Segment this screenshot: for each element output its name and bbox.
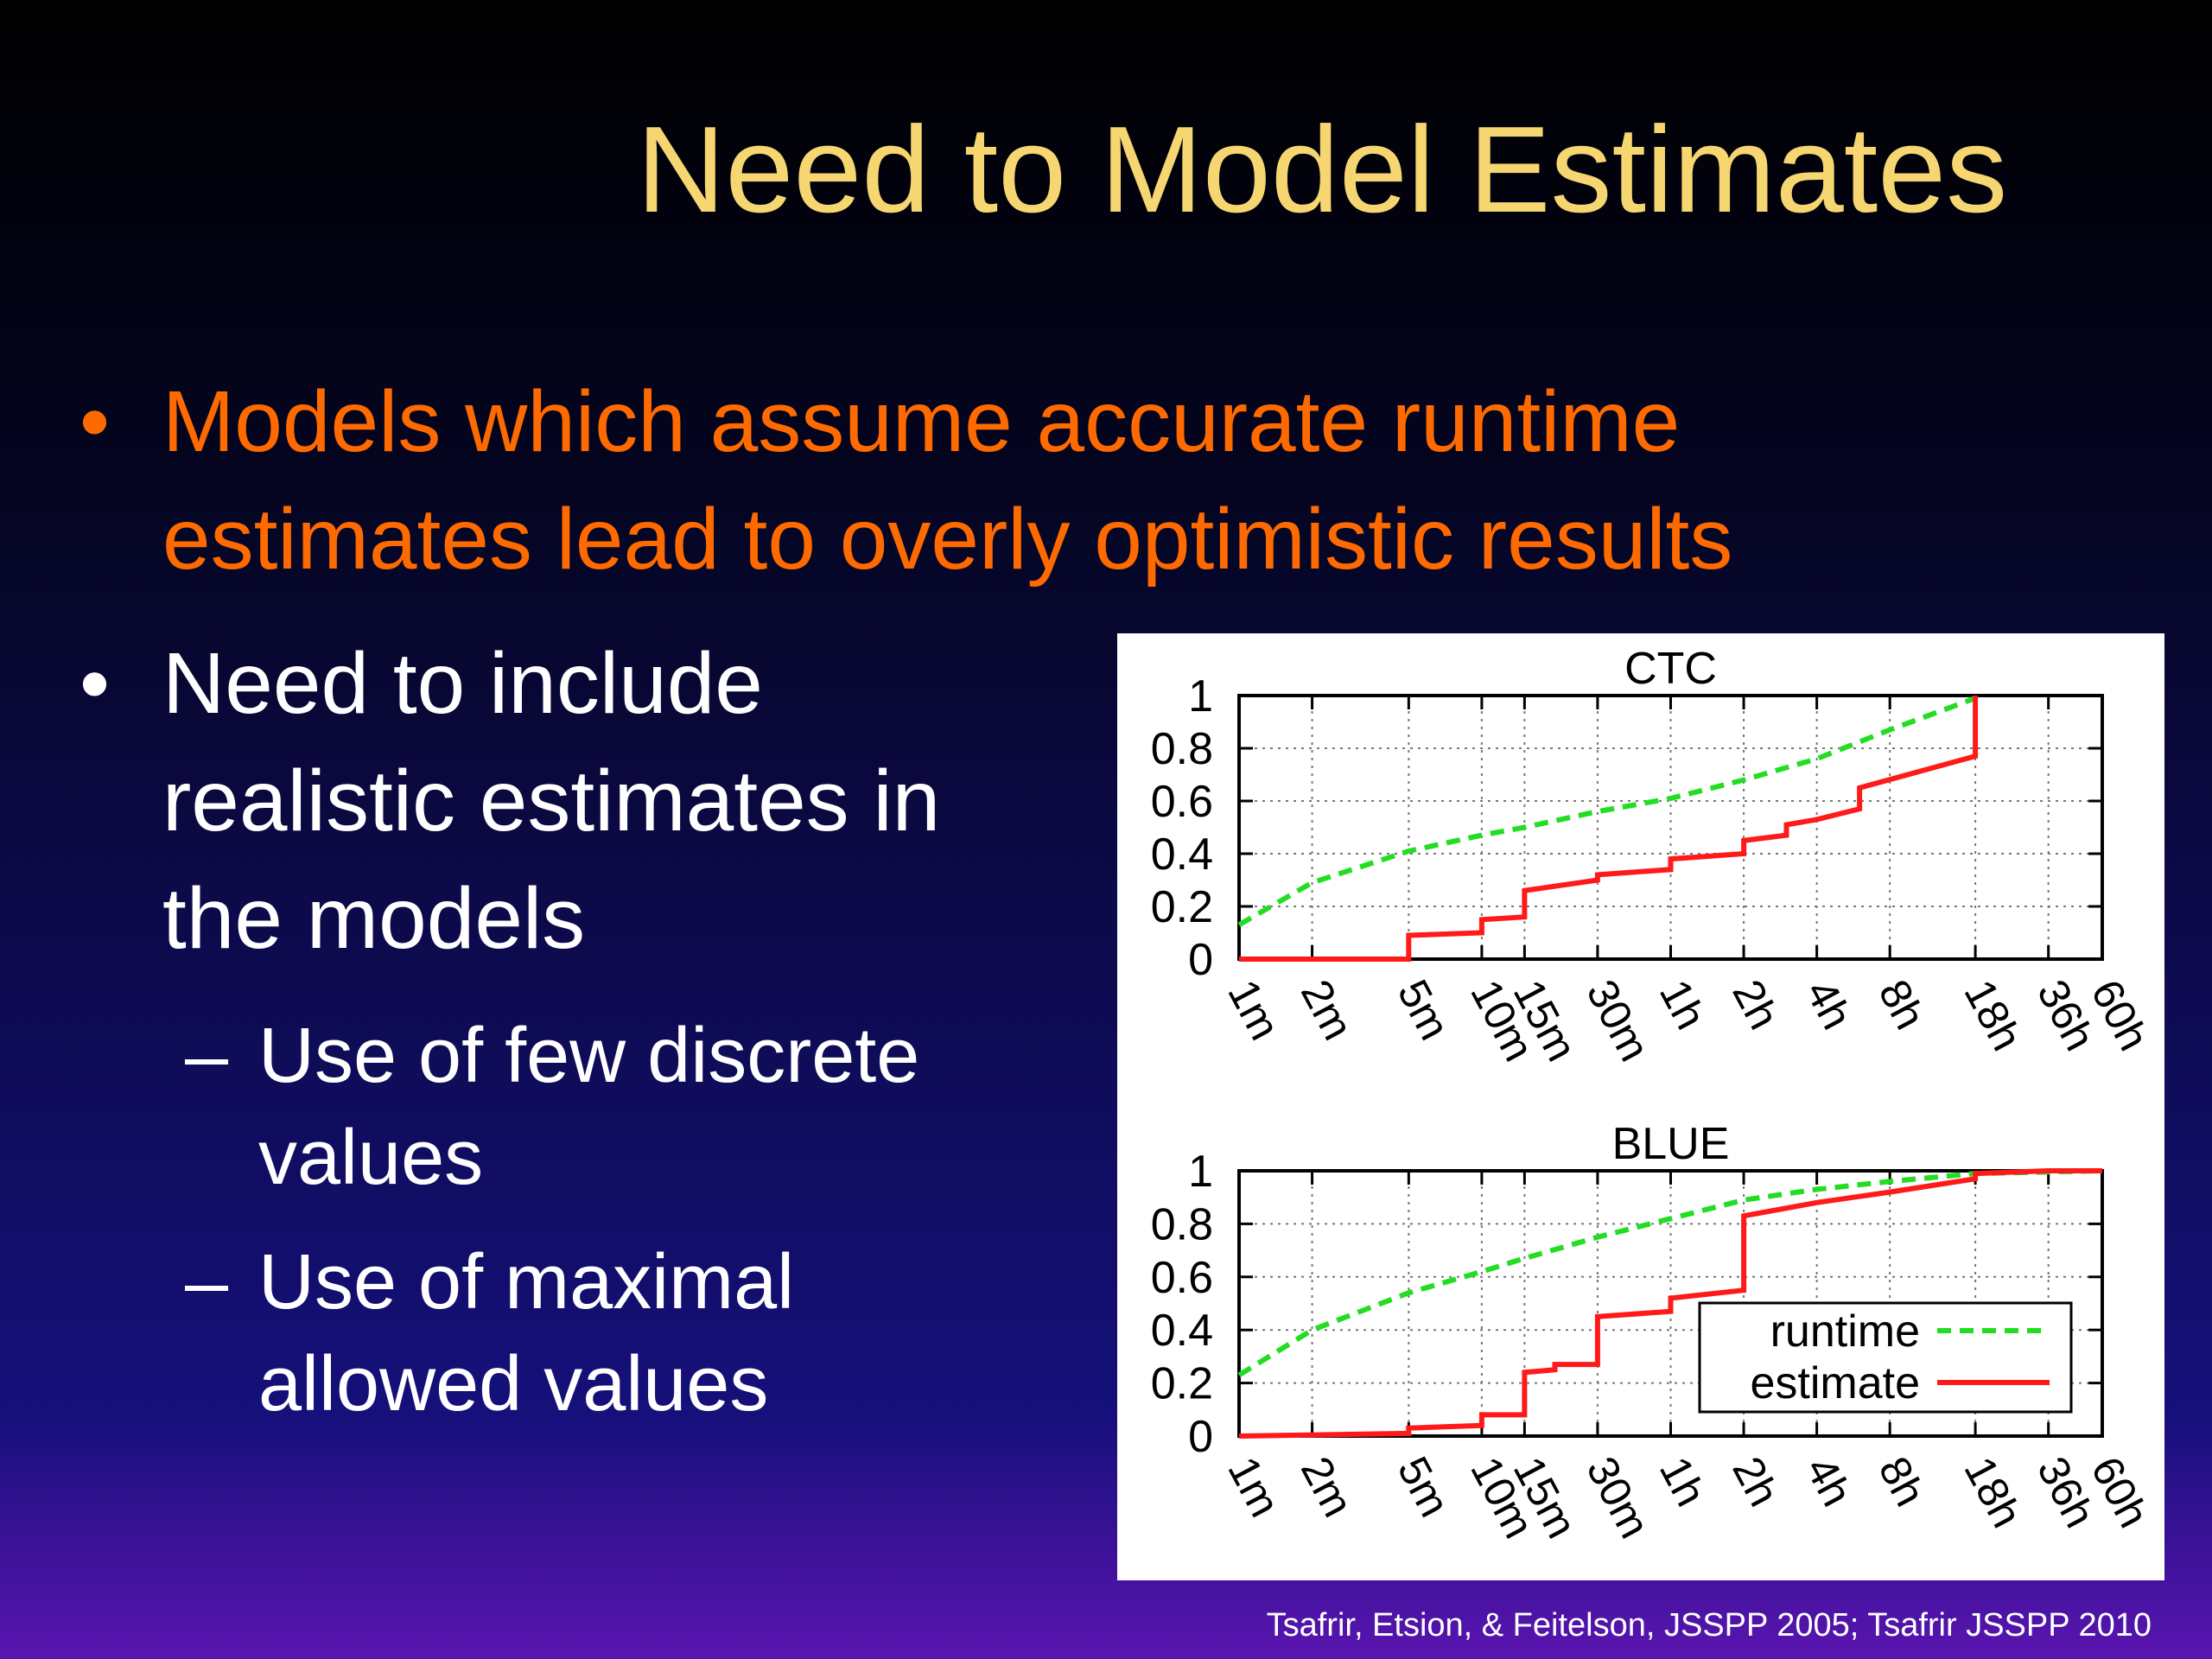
chart-title: BLUE (1612, 1119, 1730, 1169)
sub-bullet-text: allowed values (258, 1341, 768, 1427)
citation: Tsafrir, Etsion, & Feitelson, JSSPP 2005… (1267, 1607, 2152, 1643)
bullet-text: the models (162, 870, 585, 967)
y-tick-label: 0 (1188, 935, 1213, 985)
sub-bullet-marker: – (185, 1239, 229, 1325)
chart-panel (1117, 633, 2164, 1580)
y-tick-label: 0.6 (1151, 1253, 1213, 1303)
bullet-text: Need to include (162, 635, 763, 732)
bullet-text: realistic estimates in (162, 753, 940, 849)
slide-title: Need to Model Estimates (637, 101, 2007, 238)
bullet-text: Models which assume accurate runtime (162, 373, 1680, 470)
legend-label: runtime (1770, 1306, 1920, 1357)
legend-label: estimate (1750, 1358, 1920, 1408)
series-line (1239, 696, 1979, 962)
series-line (1237, 696, 1977, 927)
y-tick-label: 0.6 (1151, 777, 1213, 827)
y-tick-label: 0.4 (1151, 830, 1213, 880)
sub-bullet-marker: – (185, 1013, 229, 1099)
y-tick-label: 0 (1188, 1412, 1213, 1462)
series-line (1237, 1168, 2103, 1377)
bullet-marker: • (79, 635, 110, 732)
sub-bullet-text: Use of maximal (258, 1239, 794, 1325)
y-tick-label: 0.8 (1151, 724, 1213, 774)
bullet-marker: • (79, 373, 110, 470)
legend-box (1698, 1301, 2073, 1414)
plot-frame (1237, 1169, 2104, 1438)
y-tick-label: 0.2 (1151, 1359, 1213, 1409)
series-line (1238, 1168, 2102, 1439)
y-tick-label: 1 (1188, 1147, 1213, 1197)
plot-frame (1237, 694, 2104, 961)
y-tick-label: 0.8 (1151, 1199, 1213, 1249)
sub-bullet-text: values (258, 1115, 483, 1201)
y-tick-label: 0.2 (1151, 882, 1213, 932)
chart-title: CTC (1624, 644, 1717, 694)
y-tick-label: 0.4 (1151, 1306, 1213, 1356)
y-tick-label: 1 (1188, 671, 1213, 721)
sub-bullet-text: Use of few discrete (258, 1013, 919, 1099)
bullet-text: estimates lead to overly optimistic resu… (162, 491, 1732, 588)
